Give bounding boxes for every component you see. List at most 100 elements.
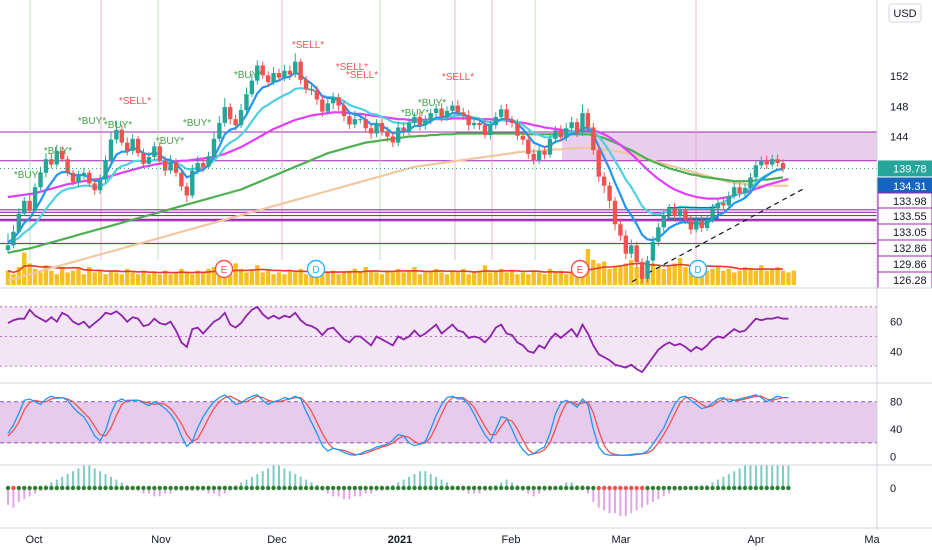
volume-bar <box>406 270 412 285</box>
histogram-dot <box>623 485 629 491</box>
candle <box>618 219 623 241</box>
signal-label: *SELL* <box>336 62 368 73</box>
histogram-dot <box>352 485 358 491</box>
candle-body <box>255 65 260 81</box>
histogram-dot <box>314 485 320 491</box>
last-price-tag: 139.78 <box>878 160 932 177</box>
volume-bar <box>477 270 482 285</box>
histogram-bar <box>34 488 37 494</box>
level-tag: 133.98 <box>877 192 932 210</box>
candle-body <box>314 90 320 100</box>
rsi-pane[interactable] <box>0 305 877 374</box>
histogram-dot <box>358 485 363 491</box>
candle <box>607 181 612 209</box>
candle <box>238 104 244 129</box>
volume-bar <box>76 268 81 285</box>
volume-bar <box>43 265 49 285</box>
histogram-bar <box>370 488 373 494</box>
histogram-bar <box>147 488 150 494</box>
price-pane[interactable]: *BUY**BUY**BUY**BUY**BUY**SELL**SELL**SE… <box>0 0 877 285</box>
candle <box>11 225 16 249</box>
candle <box>748 172 753 191</box>
candle <box>710 203 715 223</box>
histogram-bar <box>754 465 757 488</box>
histogram-dot <box>569 485 574 491</box>
candle <box>336 93 341 111</box>
histogram-bar <box>261 471 264 488</box>
level-tag: 133.05 <box>877 223 932 241</box>
candle-body <box>547 138 553 155</box>
candle-body <box>704 219 710 229</box>
histogram-dot <box>76 485 81 491</box>
histogram-dot <box>206 485 211 491</box>
histogram-dot <box>379 485 385 491</box>
volume-bar <box>330 270 336 285</box>
histogram-dot <box>477 485 482 491</box>
volume-bar <box>526 274 531 285</box>
volume-bar <box>103 274 108 285</box>
candle <box>32 183 38 213</box>
histogram-bar <box>435 476 438 488</box>
histogram-dot <box>303 485 309 491</box>
candle-body <box>401 127 406 132</box>
candle-body <box>276 73 282 78</box>
ma-green-line <box>7 132 784 255</box>
candle-body <box>721 203 726 206</box>
histogram-bar <box>532 488 535 497</box>
candle-body <box>59 150 65 160</box>
histogram-dot <box>585 485 591 491</box>
histogram-dot <box>775 485 780 491</box>
x-tick-label: 2021 <box>388 534 412 546</box>
candle-body <box>320 99 325 112</box>
candle <box>114 120 119 144</box>
candle-body <box>498 109 504 117</box>
candle-body <box>325 103 330 112</box>
volume-bar <box>715 267 721 285</box>
histogram-bar <box>207 488 210 494</box>
candle-body <box>43 159 49 173</box>
candle <box>293 53 298 78</box>
histogram-dot <box>103 485 108 491</box>
volume-bar <box>363 267 368 285</box>
histogram-bar <box>613 488 616 514</box>
histogram-dot <box>5 485 11 491</box>
volume-bar <box>553 272 558 285</box>
volume-bar <box>314 274 320 285</box>
histogram-dot <box>81 485 87 491</box>
volume-bar <box>347 270 352 285</box>
volume-bar <box>244 272 249 285</box>
candle-body <box>206 156 211 167</box>
histogram-dot <box>271 485 276 491</box>
candle <box>553 125 558 144</box>
volume-bar <box>70 270 76 285</box>
candle-body <box>363 119 368 129</box>
volume-bar <box>542 274 547 285</box>
histogram-bar <box>657 488 660 500</box>
candle <box>81 167 87 180</box>
histogram-bar <box>765 465 768 488</box>
histogram-dot <box>38 485 43 491</box>
volume-bar <box>547 268 553 285</box>
candle <box>16 208 22 233</box>
level-tag: 129.86 <box>877 255 932 273</box>
volume-bar <box>38 272 43 285</box>
volume-bar <box>634 267 639 285</box>
histogram-dot <box>173 485 179 491</box>
candle <box>5 233 11 253</box>
histogram-dot <box>439 485 444 491</box>
volume-bar <box>661 268 666 285</box>
candle <box>97 174 103 195</box>
volume-bar <box>482 265 488 285</box>
histogram-pane[interactable] <box>5 465 791 516</box>
candle <box>368 123 374 139</box>
histogram-dot <box>753 485 759 491</box>
histogram-dot <box>450 485 455 491</box>
currency-button[interactable]: USD <box>888 3 922 23</box>
volume-bar <box>732 272 737 285</box>
candle <box>526 135 531 160</box>
volume-ma-line <box>7 262 783 274</box>
candle <box>125 137 130 156</box>
stochastic-pane[interactable] <box>0 394 877 456</box>
volume-bar <box>135 274 141 285</box>
